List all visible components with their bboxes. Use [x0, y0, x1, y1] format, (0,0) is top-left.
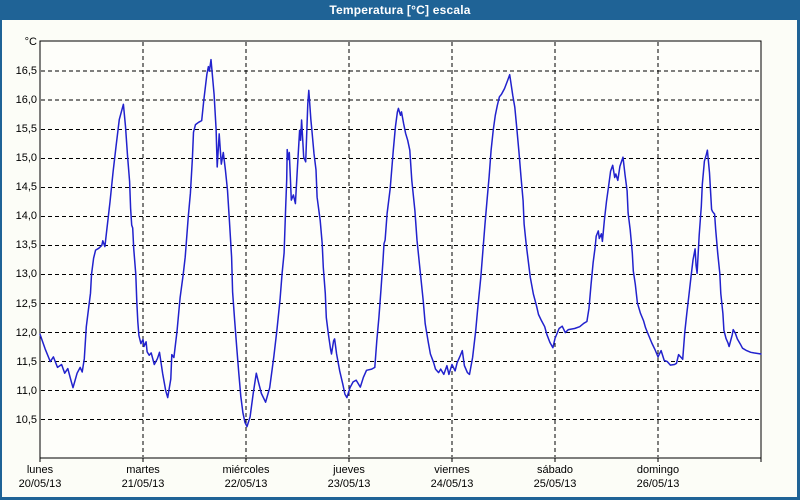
y-tick-label: 14,0	[15, 210, 37, 223]
x-date-label: 25/05/13	[533, 478, 577, 490]
x-date-label: 21/05/13	[121, 478, 165, 490]
y-tick-label: 12,5	[15, 297, 37, 310]
x-day-name-label: martes	[126, 464, 160, 476]
temperature-line	[39, 58, 762, 428]
y-tick-label: 12,0	[15, 326, 37, 339]
y-tick-label: 15,5	[15, 123, 37, 136]
y-tick-label: 11,0	[16, 384, 37, 397]
x-day-name-label: sábado	[536, 464, 574, 476]
y-tick-label: 11,5	[16, 355, 37, 368]
plot-border	[39, 40, 762, 459]
y-tick-label: 10,5	[15, 413, 37, 426]
x-date-label: 26/05/13	[636, 478, 680, 490]
y-tick-label: 16,5	[15, 65, 37, 78]
y-tick-label: 13,0	[15, 268, 37, 281]
x-day-name-label: viernes	[434, 464, 470, 476]
y-tick-label: 14,5	[15, 181, 37, 194]
y-axis-unit-label: °C	[24, 36, 37, 48]
temperature-chart-svg	[39, 40, 762, 462]
title-bar: Temperatura [°C] escala	[0, 0, 800, 20]
window-title: Temperatura [°C] escala	[329, 3, 471, 17]
x-day-name-label: domingo	[636, 464, 680, 476]
y-tick-label: 16,0	[15, 94, 37, 107]
y-tick-label: 15,0	[15, 152, 37, 165]
x-day-name-label: lunes	[26, 464, 54, 476]
x-day-name-label: miércoles	[222, 464, 270, 476]
x-date-label: 20/05/13	[18, 478, 62, 490]
y-tick-label: 13,5	[15, 239, 37, 252]
chart-area: °C 16,5 16,0 15,5 15,0 14,5 14,0 13,5 13,0 12,5 1…	[2, 20, 797, 497]
x-day-name-label: jueves	[333, 464, 365, 476]
x-date-label: 23/05/13	[327, 478, 371, 490]
x-date-label: 22/05/13	[224, 478, 268, 490]
x-date-label: 24/05/13	[430, 478, 474, 490]
